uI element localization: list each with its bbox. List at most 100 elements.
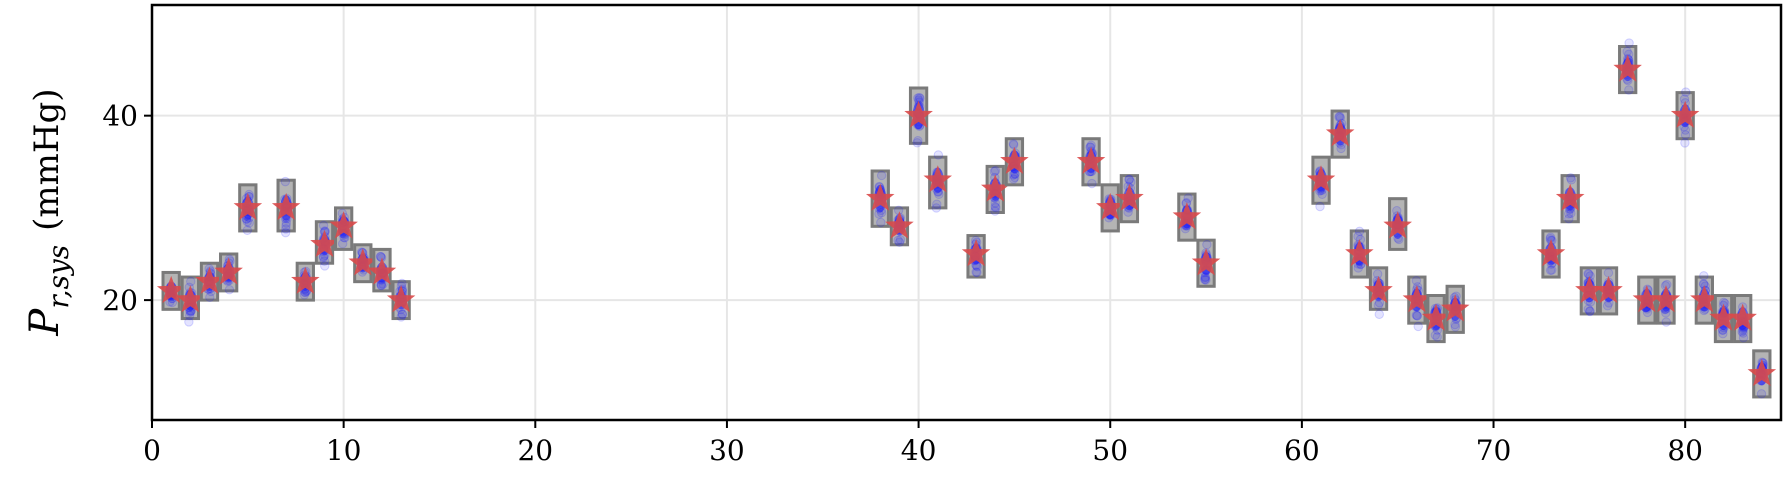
sample-point bbox=[1603, 268, 1614, 278]
data-point-group bbox=[1345, 226, 1374, 279]
sample-point bbox=[932, 199, 942, 209]
sample-point bbox=[1201, 275, 1211, 285]
sample-point bbox=[1334, 112, 1344, 122]
sample-point bbox=[914, 92, 925, 103]
measured-star-marker bbox=[233, 192, 263, 220]
sample-point bbox=[1183, 193, 1193, 203]
sample-point bbox=[184, 317, 194, 327]
measured-star-marker bbox=[866, 183, 895, 211]
sample-point bbox=[990, 206, 1000, 216]
data-point-group bbox=[329, 206, 358, 251]
measured-star-marker bbox=[1096, 192, 1125, 220]
sample-point bbox=[1738, 333, 1749, 343]
measured-star-marker bbox=[1594, 275, 1623, 303]
measured-star-marker bbox=[310, 229, 339, 257]
measured-star-marker bbox=[348, 248, 378, 276]
axis-ticks: 0 10 20 30 40 50 60 70 80 20 40 bbox=[102, 100, 1703, 467]
data-point-group bbox=[176, 275, 205, 327]
sample-point bbox=[1374, 309, 1384, 320]
data-point-group bbox=[1690, 271, 1719, 325]
sample-point bbox=[1200, 274, 1210, 284]
data-point-group bbox=[885, 205, 914, 247]
sample-point bbox=[913, 136, 923, 146]
data-point-group bbox=[233, 183, 263, 235]
measured-star-marker bbox=[1440, 294, 1470, 322]
measured-star-marker bbox=[1709, 303, 1738, 331]
data-point-group bbox=[214, 252, 243, 295]
data-point-group bbox=[1594, 266, 1623, 316]
sample-point bbox=[396, 312, 406, 322]
measured-star-marker bbox=[1728, 303, 1757, 331]
data-point-group bbox=[923, 150, 952, 213]
sample-point bbox=[931, 203, 942, 213]
data-point-group bbox=[1191, 238, 1221, 288]
sample-point bbox=[1411, 310, 1421, 320]
sample-point bbox=[894, 237, 905, 247]
sample-point bbox=[991, 203, 1001, 213]
measured-star-marker bbox=[1421, 303, 1451, 331]
sample-point bbox=[1564, 214, 1574, 224]
sample-point bbox=[1315, 201, 1325, 212]
y-axis-title: Pr,sys (mmHg) bbox=[22, 88, 75, 336]
measured-star-marker bbox=[1555, 183, 1585, 211]
measured-star-marker bbox=[1000, 146, 1029, 174]
measured-star-marker bbox=[1670, 100, 1700, 128]
data-point-group bbox=[1728, 294, 1757, 344]
measured-star-marker bbox=[1632, 285, 1662, 313]
measured-star-marker bbox=[156, 275, 186, 303]
data-point-group bbox=[1325, 109, 1355, 159]
sample-point bbox=[1681, 87, 1691, 97]
sample-point bbox=[990, 201, 1000, 212]
data-point-group bbox=[348, 243, 378, 284]
sample-point bbox=[320, 261, 330, 271]
sample-point bbox=[242, 225, 253, 235]
sample-point bbox=[318, 220, 329, 231]
sample-point bbox=[224, 285, 235, 295]
sample-point bbox=[1373, 300, 1384, 310]
sample-point bbox=[1413, 321, 1423, 332]
sample-point bbox=[1354, 226, 1365, 237]
measured-star-marker bbox=[1747, 358, 1777, 386]
data-point-group bbox=[1402, 275, 1432, 332]
sample-point bbox=[1124, 175, 1134, 185]
measured-star-marker bbox=[1613, 54, 1642, 82]
data-point-group bbox=[1555, 173, 1585, 224]
data-point-group bbox=[1383, 197, 1412, 251]
measured-star-marker bbox=[1325, 119, 1355, 147]
measured-star-marker bbox=[1191, 248, 1221, 276]
measured-star-marker bbox=[329, 211, 358, 239]
measured-star-marker bbox=[367, 257, 397, 285]
data-point-group bbox=[1000, 137, 1029, 187]
data-point-group bbox=[1440, 284, 1470, 334]
data-point-group bbox=[961, 234, 991, 279]
y-tick-label: 20 bbox=[102, 284, 138, 317]
measured-star-marker bbox=[1690, 285, 1719, 313]
measured-star-marker bbox=[1306, 165, 1336, 193]
sample-point bbox=[912, 138, 922, 148]
sample-point bbox=[1624, 85, 1634, 95]
sample-point bbox=[1008, 139, 1019, 149]
sample-point bbox=[1680, 138, 1690, 148]
sample-point bbox=[375, 251, 386, 262]
y-axis-unit: (mmHg) bbox=[27, 88, 67, 230]
grid bbox=[151, 5, 1781, 420]
sample-point bbox=[1200, 274, 1210, 285]
data-point-group bbox=[1096, 183, 1125, 233]
sample-point bbox=[893, 205, 904, 216]
measured-star-marker bbox=[981, 174, 1010, 202]
sample-point bbox=[1585, 306, 1595, 317]
measured-star-marker bbox=[1115, 183, 1144, 211]
sample-point bbox=[876, 170, 887, 181]
x-tick-label: 70 bbox=[1476, 434, 1512, 467]
sample-point bbox=[205, 292, 215, 303]
sample-point bbox=[1124, 174, 1134, 184]
plot-frame bbox=[150, 3, 1783, 422]
sample-point bbox=[893, 235, 903, 246]
x-tick-label: 50 bbox=[1092, 434, 1128, 467]
sample-point bbox=[1756, 389, 1767, 399]
sample-point bbox=[397, 309, 407, 319]
data-point-group bbox=[981, 164, 1010, 216]
x-tick-label: 20 bbox=[517, 434, 553, 467]
sample-point bbox=[1585, 306, 1595, 316]
sample-point bbox=[1583, 304, 1594, 314]
